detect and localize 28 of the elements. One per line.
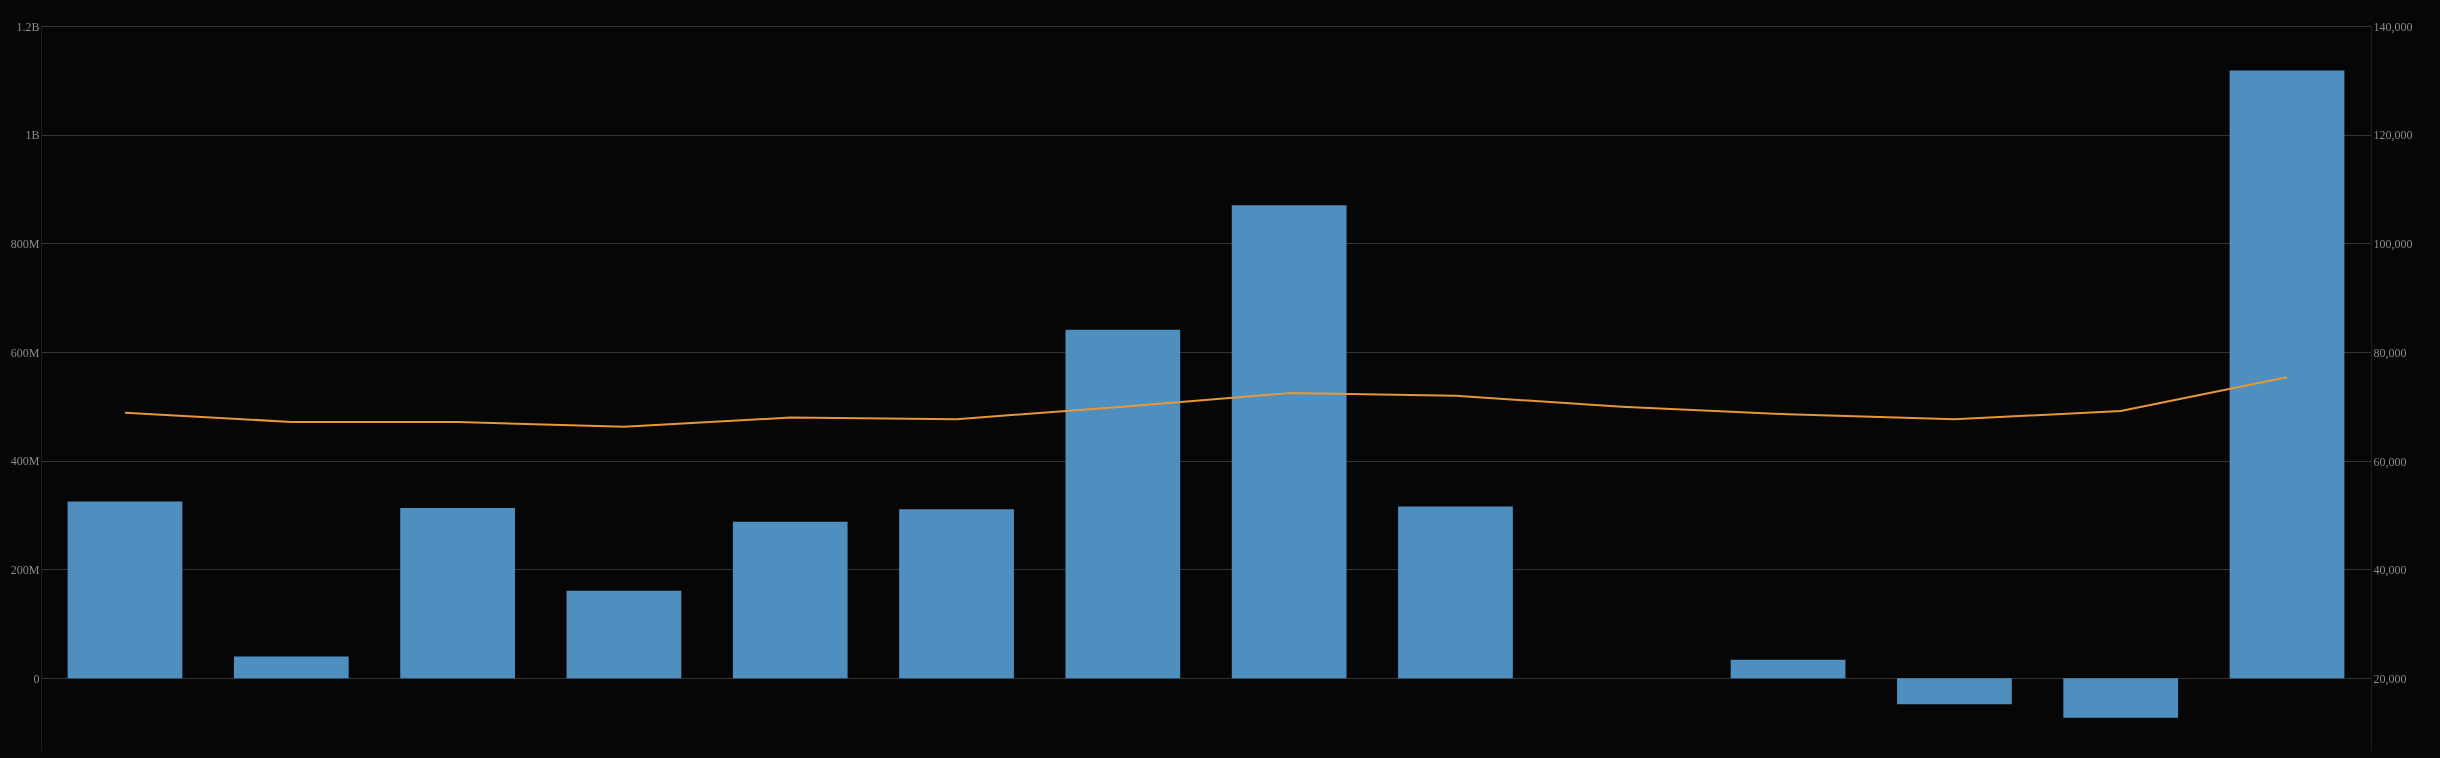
bar bbox=[1065, 329, 1181, 679]
bar bbox=[1730, 659, 1846, 679]
bar bbox=[566, 590, 682, 679]
bar bbox=[1897, 678, 2012, 705]
bar bbox=[2229, 70, 2345, 679]
y2-tick-label: 100,000 bbox=[2373, 237, 2413, 252]
y-tick-label: 600M bbox=[10, 345, 40, 360]
bar bbox=[400, 508, 515, 679]
bar bbox=[2063, 678, 2179, 718]
y-tick-label: 1B bbox=[25, 128, 40, 143]
line-series bbox=[123, 376, 2289, 428]
y2-tick-label: 40,000 bbox=[2373, 563, 2407, 578]
y-tick-label: 800M bbox=[10, 236, 40, 251]
y-tick-label: 400M bbox=[10, 454, 40, 469]
bar bbox=[1398, 506, 1513, 679]
bar bbox=[233, 656, 349, 679]
y2-tick-label: 20,000 bbox=[2373, 672, 2407, 687]
y-tick-label: 1.2B bbox=[16, 19, 40, 34]
bar bbox=[67, 501, 183, 679]
y2-tick-label: 140,000 bbox=[2373, 19, 2413, 34]
y2-tick-label: 120,000 bbox=[2373, 128, 2413, 143]
bar bbox=[899, 509, 1014, 679]
y2-tick-label: 80,000 bbox=[2373, 345, 2407, 360]
y-tick-label: 0 bbox=[33, 671, 40, 686]
bar bbox=[732, 521, 848, 679]
y2-tick-label: 60,000 bbox=[2373, 454, 2407, 469]
bar bbox=[1231, 205, 1347, 679]
y-tick-label: 200M bbox=[10, 562, 40, 577]
